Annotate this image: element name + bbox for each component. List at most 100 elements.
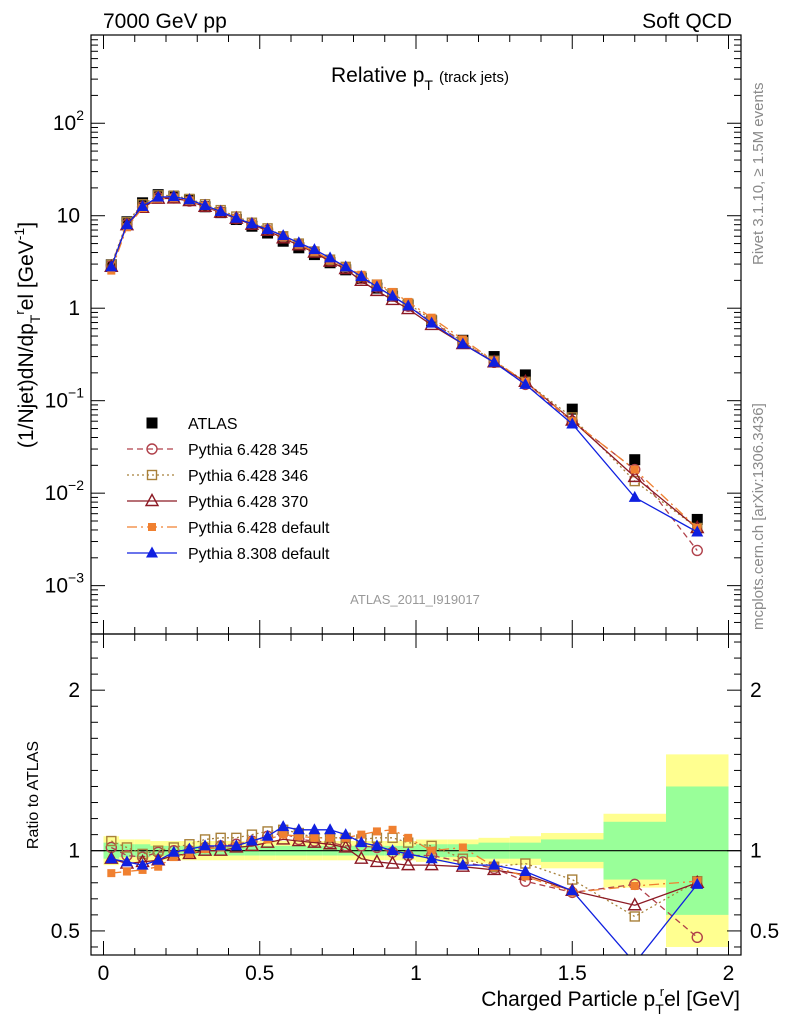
lower-point [369, 853, 385, 868]
upper-point [630, 465, 639, 474]
upper-y-tick-label: 102 [53, 107, 84, 135]
legend-marker [146, 443, 158, 455]
lower-point [338, 839, 353, 853]
legend-label: Pythia 8.308 default [188, 546, 330, 563]
upper-point [308, 243, 321, 255]
lower-point [357, 830, 366, 839]
legend-marker [146, 469, 158, 481]
lower-y-axis-label: Ratio to ATLAS [25, 741, 42, 849]
lower-point [456, 858, 469, 870]
lower-point [370, 839, 383, 851]
x-tick-label: 0.5 [245, 962, 274, 985]
upper-axis-ticks: 10−3 10−2 10−1 1 10 102 [45, 34, 741, 635]
lower-point [137, 848, 148, 860]
upper-point [355, 270, 368, 282]
upper-point [519, 377, 532, 389]
lower-y-tick-label: 2 [68, 679, 80, 702]
legend-entry-2: Pythia 6.428 346 [127, 468, 308, 485]
upper-point [402, 299, 415, 311]
upper-point [324, 251, 337, 263]
lower-point [519, 865, 532, 877]
upper-point [627, 468, 642, 483]
lower-point [387, 832, 398, 844]
upper-y-axis-label: (1/Njet)dN/dpTrel [GeV-1] [11, 222, 43, 448]
lower-point [152, 853, 165, 865]
lower-point [169, 853, 178, 862]
lower-point [154, 862, 163, 871]
upper-point [691, 513, 703, 525]
x-tick-label: 0 [98, 962, 110, 985]
upper-point [628, 490, 641, 502]
upper-point [566, 417, 579, 429]
lower-point [310, 833, 319, 842]
legend-entry-3: Pythia 6.428 370 [127, 493, 308, 511]
lower-point [354, 850, 369, 864]
upper-point [629, 454, 641, 466]
legend-entry-5: Pythia 8.308 default [127, 546, 330, 563]
legend-marker [146, 546, 158, 558]
x-axis-label: Charged Particle pTrel [GeV] [481, 984, 740, 1017]
lower-point [521, 872, 530, 881]
lower-point [121, 842, 133, 853]
x-tick-label: 1 [410, 962, 422, 985]
upper-point [277, 229, 290, 241]
lower-point [691, 931, 703, 944]
lower-point [427, 846, 436, 855]
lower-point [308, 823, 321, 835]
upper-y-tick-label: 10 [57, 205, 80, 228]
lower-point [322, 836, 338, 850]
lower-y-tick-label-right: 1 [750, 840, 762, 863]
lower-point [261, 829, 274, 841]
analysis-watermark: ATLAS_2011_I919017 [350, 592, 480, 607]
lower-point [277, 820, 290, 832]
lower-point [630, 881, 639, 890]
lower-point [292, 823, 305, 835]
upper-point [199, 198, 212, 210]
upper-point [167, 190, 180, 202]
lower-point [385, 855, 400, 869]
lower-point [424, 857, 439, 871]
legend: ATLAS Pythia 6.428 345 Pythia 6.428 346 Pyt… [127, 416, 330, 563]
upper-point [292, 236, 305, 248]
lower-panel: 0.5 0.5 1 1 2 2 0 0.5 1 1.5 2 Ratio to ATLAS Charg… [25, 633, 779, 1017]
upper-point [152, 190, 165, 202]
upper-point [386, 289, 399, 301]
legend-label: Pythia 6.428 370 [188, 494, 308, 511]
lower-point [107, 869, 116, 878]
lower-point [627, 897, 642, 911]
lower-point [404, 833, 413, 842]
legend-label: ATLAS [188, 416, 238, 433]
rivet-side-label: Rivet 3.1.10, ≥ 1.5M events [750, 83, 767, 266]
lower-point [566, 884, 579, 896]
lower-point [120, 855, 133, 867]
lower-point [691, 877, 704, 889]
lower-point [386, 844, 399, 856]
upper-panel: 10−3 10−2 10−1 1 10 102 Relative pT (track jet… [11, 34, 742, 635]
header-left-label: 7000 GeV pp [103, 10, 227, 33]
lower-point [294, 832, 303, 841]
lower-point [122, 867, 131, 876]
lower-point [388, 825, 397, 834]
lower-y-tick-label-right: 2 [750, 679, 762, 702]
upper-point [488, 355, 501, 367]
lower-point [458, 843, 467, 852]
lower-point [106, 835, 117, 847]
upper-point [245, 217, 258, 229]
upper-point [456, 337, 469, 349]
upper-point [629, 463, 641, 476]
lower-point [167, 845, 180, 857]
mcplots-side-label: mcplots.cern.ch [arXiv:1306.3436] [750, 403, 767, 630]
lower-point [136, 858, 149, 870]
lower-point [230, 839, 243, 851]
x-tick-label: 2 [723, 962, 735, 985]
lower-y-tick-label: 0.5 [51, 920, 80, 943]
lower-point [105, 852, 118, 864]
upper-y-tick-label: 1 [68, 297, 80, 320]
lower-series-line [111, 838, 698, 906]
upper-point [105, 260, 118, 272]
legend-entry-0: ATLAS [146, 416, 238, 433]
upper-point [339, 260, 352, 272]
lower-frame [90, 633, 742, 956]
upper-point [183, 193, 196, 205]
